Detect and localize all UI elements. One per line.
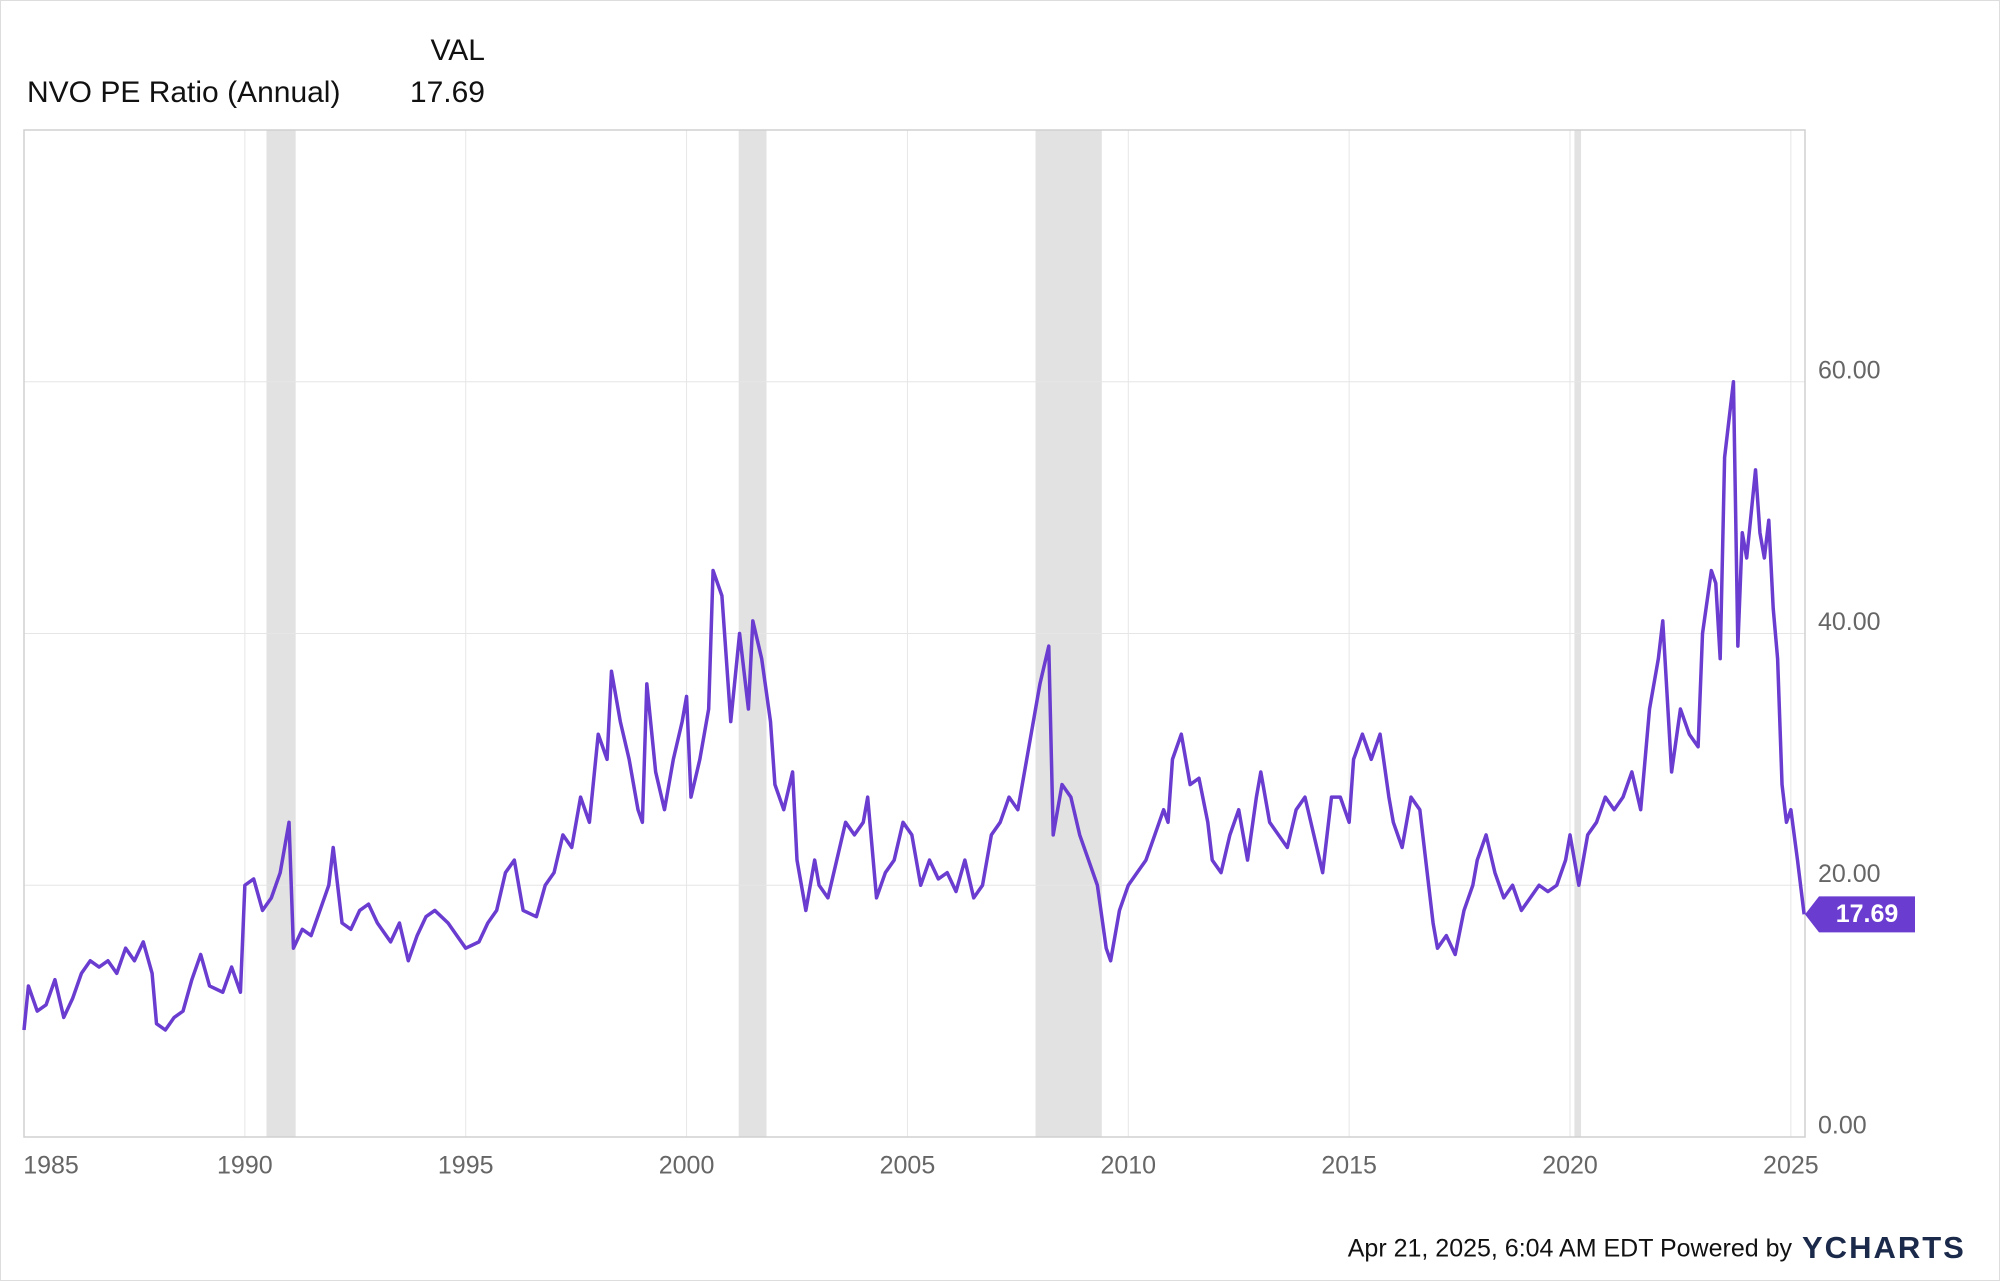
y-tick-label: 20.00 bbox=[1818, 860, 1881, 888]
last-value-badge bbox=[1805, 896, 1915, 933]
value-header: VAL bbox=[431, 34, 485, 67]
y-tick-label: 60.00 bbox=[1818, 356, 1881, 384]
x-tick-label: 2015 bbox=[1321, 1152, 1377, 1180]
footer: Apr 21, 2025, 6:04 AM EDT Powered by bbox=[1348, 1235, 1793, 1263]
x-tick-label: 1985 bbox=[23, 1152, 79, 1180]
plot-area: 0.00 20.00 40.00 60.00 1985 1990 1995 2000 2005 2… bbox=[22, 129, 1915, 1180]
y-tick-label: 0.00 bbox=[1818, 1112, 1867, 1140]
x-tick-label: 2000 bbox=[659, 1152, 715, 1180]
x-tick-label: 1990 bbox=[217, 1152, 273, 1180]
last-value-label: 17.69 bbox=[1836, 900, 1899, 928]
x-tick-label: 2020 bbox=[1542, 1152, 1598, 1180]
x-tick-label: 2025 bbox=[1763, 1152, 1819, 1180]
legend-value: 17.69 bbox=[410, 76, 485, 109]
x-tick-label: 1995 bbox=[438, 1152, 494, 1180]
x-tick-label: 2010 bbox=[1100, 1152, 1156, 1180]
legend-entry: NVO PE Ratio (Annual) bbox=[27, 76, 340, 109]
data-line bbox=[22, 380, 1806, 1032]
plot-border bbox=[23, 129, 1806, 1138]
y-tick-label: 40.00 bbox=[1818, 608, 1881, 636]
brand-logo: YCHARTS bbox=[1802, 1230, 1966, 1265]
x-tick-label: 2005 bbox=[880, 1152, 936, 1180]
